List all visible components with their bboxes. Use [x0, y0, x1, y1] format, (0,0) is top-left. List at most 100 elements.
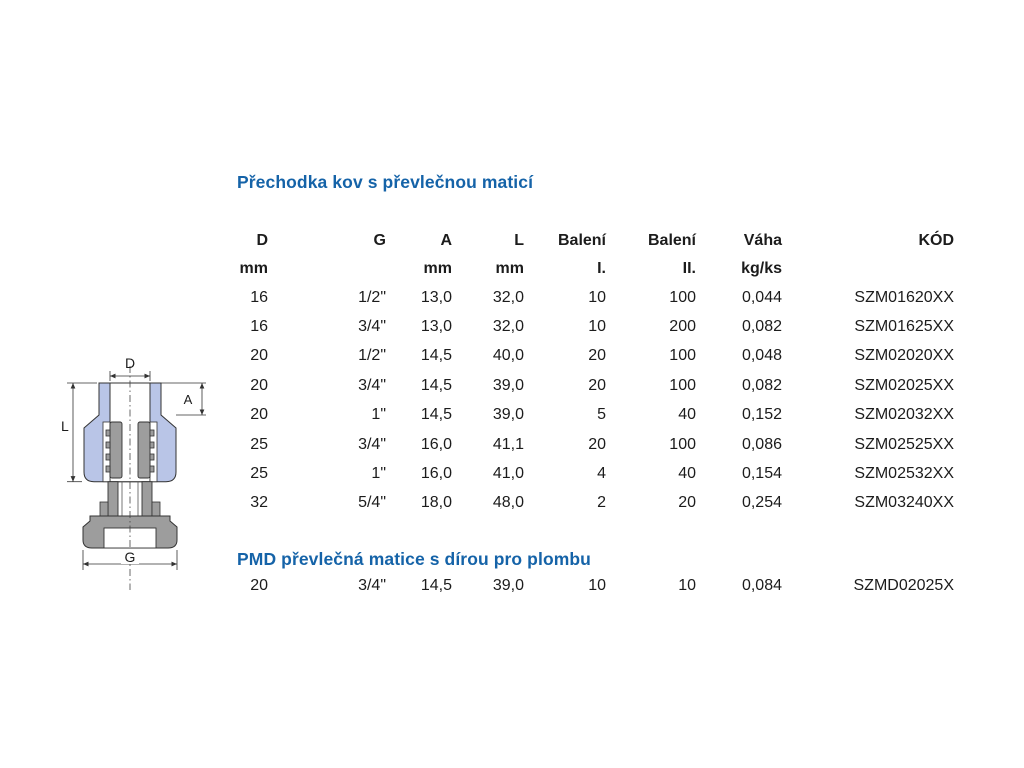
table-cell: II. [682, 260, 696, 277]
table-cell: 16,0 [420, 465, 452, 483]
table-cell: 14,5 [420, 376, 452, 394]
table-row: 20 3/4" 14,5 39,0 10 10 0,084 SZMD02025X [234, 571, 960, 600]
table-cell: L [514, 232, 524, 249]
table-cell: 18,0 [420, 494, 452, 512]
table-cell: 0,152 [741, 406, 782, 424]
table-cell: 200 [669, 318, 696, 336]
table-cell: D [256, 232, 268, 249]
table-cell: SZM03240XX [854, 494, 954, 512]
table-row: 20 1" 14,5 39,0 5 40 0,152 SZM02032XX [234, 401, 960, 430]
table-row: 25 3/4" 16,0 41,1 20 100 0,086 SZM02525XX [234, 430, 960, 459]
fitting-cross-section-diagram: D A L G [61, 355, 206, 590]
table-cell: 0,082 [741, 376, 782, 394]
dimension-a [161, 382, 206, 416]
table-row: 32 5/4" 18,0 48,0 2 20 0,254 SZM03240XX [234, 489, 960, 518]
table-cell: 39,0 [492, 576, 524, 594]
serrated-insert-left [105, 421, 123, 479]
table-cell: 14,5 [420, 347, 452, 365]
table-cell: 0,154 [741, 465, 782, 483]
table-cell: SZM02525XX [854, 435, 954, 453]
table-cell: 3/4" [358, 435, 386, 453]
table-cell: 16,0 [420, 435, 452, 453]
table-cell: 1" [371, 465, 386, 483]
table-cell: 0,086 [741, 435, 782, 453]
table-cell: 16 [250, 318, 268, 336]
table-cell: Balení [647, 232, 696, 249]
pmd-table-body: 20 3/4" 14,5 39,0 10 10 0,084 SZMD02025X [234, 571, 960, 600]
table-cell: 14,5 [420, 576, 452, 594]
table-cell: 10 [588, 318, 606, 336]
table-row: 16 1/2" 13,0 32,0 10 100 0,044 SZM01620XX [234, 283, 960, 312]
fitting-neck [99, 481, 161, 517]
table-cell: I. [597, 260, 606, 277]
table-cell: 20 [250, 406, 268, 424]
table-cell: 2 [597, 494, 606, 512]
dimension-l [67, 382, 97, 483]
table-cell: 40 [678, 406, 696, 424]
table-cell [788, 255, 960, 283]
table-cell: 100 [669, 376, 696, 394]
table-cell: 5/4" [358, 494, 386, 512]
table-cell: 20 [250, 347, 268, 365]
table-cell [274, 255, 392, 283]
table-cell: SZM01625XX [854, 318, 954, 336]
dim-label-g-bg [121, 550, 139, 564]
table-cell: 32,0 [492, 288, 524, 306]
serrated-insert-right [137, 421, 155, 479]
products-table: D G A L Balení Balení Váha KÓD mm mm mm I. II. kg/ks … [234, 227, 960, 518]
table-cell: SZM02532XX [854, 465, 954, 483]
table-cell: 20 [588, 376, 606, 394]
table-cell: mm [423, 260, 452, 277]
table-cell: 13,0 [420, 288, 452, 306]
table-cell: 0,048 [741, 347, 782, 365]
table-cell: 1" [371, 406, 386, 424]
table-row: D G A L Balení Balení Váha KÓD [234, 227, 960, 255]
table-cell: 25 [250, 435, 268, 453]
table-cell: 39,0 [492, 406, 524, 424]
table-cell: 32,0 [492, 318, 524, 336]
table-cell: 20 [678, 494, 696, 512]
table-cell: 0,254 [741, 494, 782, 512]
products-table-header: D G A L Balení Balení Váha KÓD mm mm mm I. II. kg/ks [234, 227, 960, 283]
table-cell: 0,084 [741, 576, 782, 594]
table-cell: 16 [250, 288, 268, 306]
table-cell: kg/ks [741, 260, 782, 277]
table-cell: 40 [678, 465, 696, 483]
pmd-table: 20 3/4" 14,5 39,0 10 10 0,084 SZMD02025X [234, 571, 960, 600]
table-cell: 10 [678, 576, 696, 594]
table-cell: 1/2" [358, 288, 386, 306]
table-cell: 100 [669, 347, 696, 365]
table-cell: KÓD [918, 232, 954, 249]
table-row: 25 1" 16,0 41,0 4 40 0,154 SZM02532XX [234, 459, 960, 488]
table-cell: 39,0 [492, 376, 524, 394]
table-cell: 0,044 [741, 288, 782, 306]
table-cell: 1/2" [358, 347, 386, 365]
table-cell: 10 [588, 576, 606, 594]
table-cell: mm [495, 260, 524, 277]
table-cell: 41,0 [492, 465, 524, 483]
table-cell: Balení [557, 232, 606, 249]
table-cell: 20 [250, 376, 268, 394]
table-cell: 100 [669, 288, 696, 306]
table-cell: 3/4" [358, 318, 386, 336]
dim-label-a: A [184, 392, 193, 407]
table-cell: 5 [597, 406, 606, 424]
dimension-d [109, 371, 151, 381]
section2-title: PMD převlečná matice s dírou pro plombu [237, 549, 591, 569]
dim-label-d: D [125, 355, 135, 371]
table-cell: SZM02020XX [854, 347, 954, 365]
table-cell: 100 [669, 435, 696, 453]
dim-label-g: G [125, 549, 136, 565]
table-cell: 32 [250, 494, 268, 512]
table-row: mm mm mm I. II. kg/ks [234, 255, 960, 283]
table-cell: 10 [588, 288, 606, 306]
section1-title: Přechodka kov s převlečnou maticí [237, 172, 534, 192]
products-table-body: 16 1/2" 13,0 32,0 10 100 0,044 SZM01620XX 16 3/4"… [234, 283, 960, 518]
table-cell: G [373, 232, 386, 249]
table-cell: Váha [743, 232, 782, 249]
table-cell: SZMD02025X [853, 576, 955, 594]
table-cell: 41,1 [492, 435, 524, 453]
table-cell: A [440, 232, 452, 249]
table-cell: 14,5 [420, 406, 452, 424]
